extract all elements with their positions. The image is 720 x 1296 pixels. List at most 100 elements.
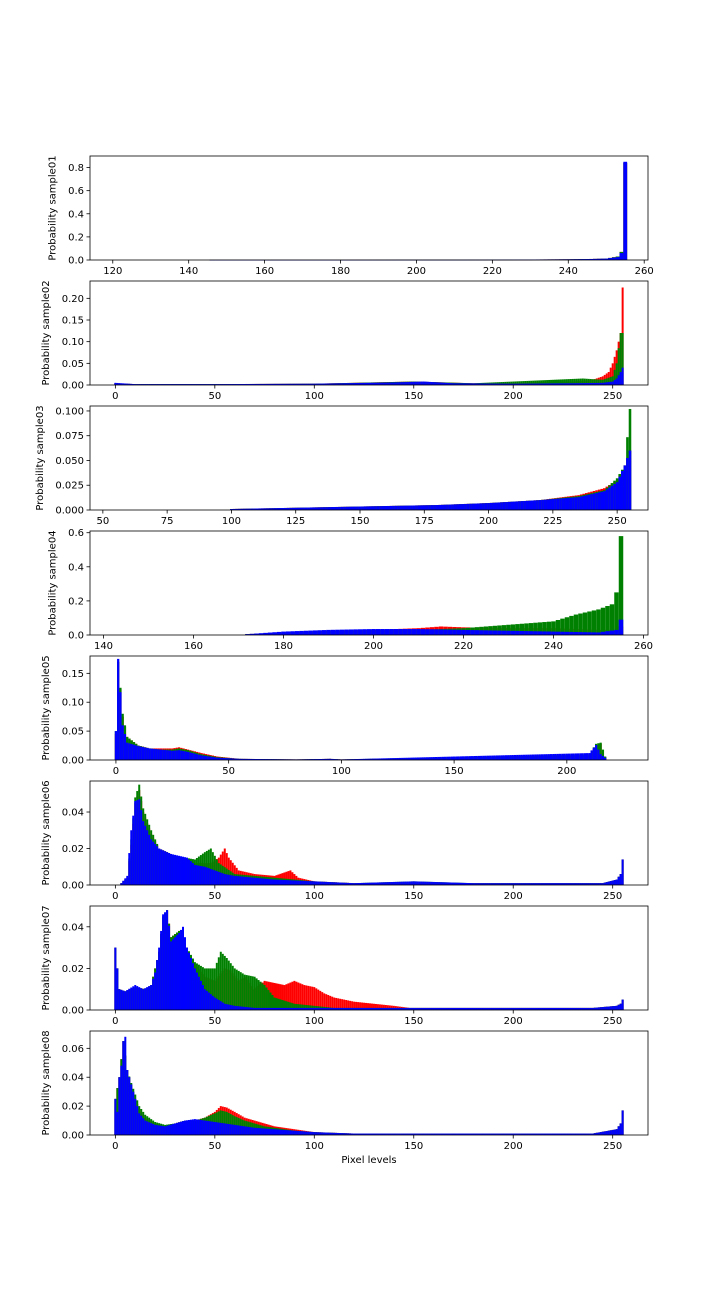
x-tick-label: 140: [179, 266, 198, 277]
histogram-bar: [559, 1133, 562, 1135]
histogram-bar: [440, 1133, 443, 1135]
histogram-bar: [376, 506, 380, 510]
histogram-bar: [555, 631, 561, 635]
histogram-bar: [411, 629, 417, 635]
y-tick-label: 0.4: [68, 562, 84, 573]
histogram-bar: [223, 758, 226, 760]
histogram-bar: [412, 381, 415, 385]
histogram-bar: [178, 855, 181, 885]
histogram-bar: [540, 1133, 543, 1135]
histogram-bar: [218, 757, 221, 760]
x-tick-label: 100: [305, 391, 324, 402]
histogram-bar: [156, 846, 159, 885]
histogram-bar: [285, 631, 291, 635]
histogram-bar: [378, 882, 381, 885]
histogram-bar: [599, 754, 602, 760]
histogram-bar: [569, 379, 572, 385]
histogram-bar: [425, 757, 429, 760]
histogram-bar: [273, 383, 276, 385]
histogram-bar: [243, 1006, 246, 1010]
x-tick-label: 200: [479, 516, 498, 527]
histogram-bar: [221, 1002, 224, 1010]
histogram-bar: [540, 754, 544, 760]
histogram-bar: [599, 382, 602, 385]
y-tick-label: 0.15: [62, 316, 84, 327]
histogram-bar: [312, 630, 318, 635]
histogram-bar: [502, 502, 506, 510]
x-tick-label: 0: [112, 1016, 118, 1027]
histogram-bar: [159, 749, 163, 760]
histogram-bar: [571, 1007, 574, 1010]
histogram-bar: [237, 1006, 240, 1010]
histogram-bar: [297, 1004, 300, 1010]
histogram-bar: [132, 1091, 135, 1135]
y-tick-label: 0.06: [62, 1044, 84, 1055]
histogram-bar: [315, 881, 318, 885]
histogram-bar: [583, 753, 586, 760]
histogram-bar: [438, 1133, 441, 1135]
histogram-bar: [277, 1007, 280, 1010]
histogram-bar: [443, 629, 448, 635]
histogram-bar: [389, 505, 393, 510]
histogram-bar: [571, 383, 574, 385]
histogram-bar: [276, 508, 279, 510]
histogram-bar: [333, 1007, 336, 1010]
histogram-bar: [370, 1003, 373, 1010]
histogram-bar: [353, 883, 356, 885]
histogram-bar: [241, 1006, 244, 1010]
histogram-bar: [349, 383, 352, 385]
histogram-bar: [500, 883, 503, 885]
histogram-bar: [563, 1007, 566, 1010]
histogram-bar: [514, 1007, 517, 1010]
histogram-bar: [560, 618, 565, 635]
histogram-bar: [289, 507, 292, 510]
histogram-bar: [263, 632, 268, 635]
histogram-bar: [460, 882, 463, 885]
histogram-bar: [383, 758, 386, 760]
histogram-bar: [370, 382, 373, 385]
histogram-bar: [144, 1120, 147, 1135]
histogram-bar: [261, 508, 264, 510]
histogram-bar: [480, 883, 483, 885]
histogram-bar: [448, 1133, 451, 1135]
histogram-bar: [245, 758, 248, 760]
histogram-bar: [237, 970, 240, 1010]
histogram-bar: [472, 383, 475, 385]
histogram-bar: [396, 881, 399, 885]
histogram-bar: [599, 742, 602, 760]
y-tick-label: 0.05: [62, 727, 84, 738]
histogram-bar: [156, 960, 159, 1010]
histogram-bar: [359, 1133, 362, 1135]
histogram-bar: [345, 882, 348, 885]
histogram-bar: [193, 864, 196, 885]
histogram-bar: [476, 383, 479, 385]
histogram-bar: [459, 504, 462, 510]
histogram-bar: [418, 381, 421, 385]
histogram-bar: [279, 508, 282, 510]
histogram-bar: [351, 506, 354, 510]
x-tick-label: 150: [404, 891, 423, 902]
histogram-bar: [114, 731, 118, 760]
histogram-bar: [227, 384, 230, 385]
histogram-bar: [533, 500, 537, 510]
histogram-bar: [569, 383, 572, 385]
histogram-bar: [416, 1007, 419, 1010]
histogram-bar: [374, 758, 377, 760]
histogram-bar: [398, 629, 403, 635]
histogram-bar: [376, 882, 379, 885]
histogram-bar: [506, 381, 509, 385]
histogram-bar: [217, 384, 220, 385]
histogram-bar: [245, 1007, 248, 1010]
histogram-bar: [410, 1007, 413, 1010]
histogram-bar: [305, 985, 308, 1010]
histogram-bar: [552, 383, 555, 385]
histogram-bar: [609, 377, 612, 385]
histogram-bar: [189, 958, 192, 1010]
histogram-bar: [423, 505, 426, 510]
histogram-bar: [148, 1122, 151, 1135]
histogram-bar: [122, 990, 125, 1010]
histogram-bar: [235, 384, 238, 385]
histogram-bar: [229, 1124, 232, 1135]
histogram-bar: [510, 383, 513, 385]
histogram-bar: [275, 1007, 278, 1010]
